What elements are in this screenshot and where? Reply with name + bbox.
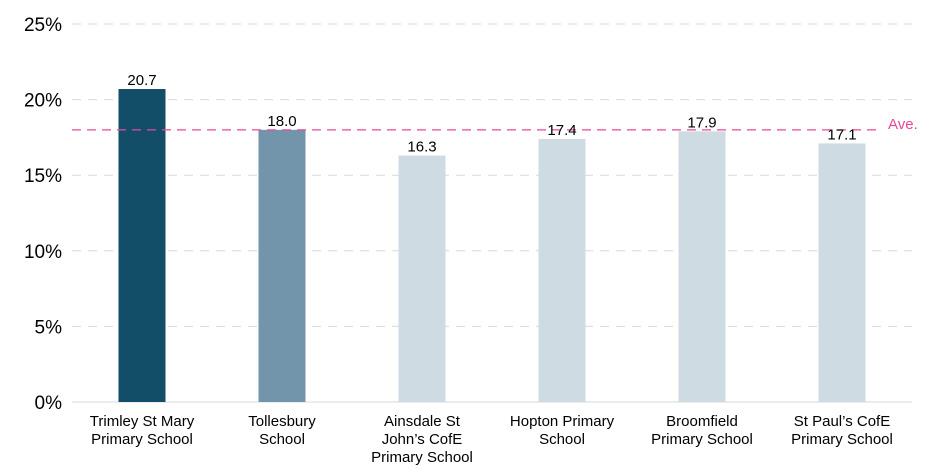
category-label: Broomfield bbox=[666, 413, 738, 430]
category-label: Primary School bbox=[91, 431, 193, 448]
y-tick-label: 25% bbox=[24, 15, 62, 36]
bar bbox=[398, 155, 446, 402]
data-label: 17.4 bbox=[547, 122, 576, 139]
bar bbox=[818, 143, 866, 402]
y-tick-label: 5% bbox=[35, 317, 63, 338]
category-label: Primary School bbox=[371, 449, 473, 466]
y-tick-label: 20% bbox=[24, 91, 62, 112]
y-axis: 0% 5% 10% 15% 20% 25% bbox=[24, 15, 912, 414]
category-label: Trimley St Mary bbox=[90, 413, 195, 430]
category-label: St Paul’s CofE bbox=[794, 413, 890, 430]
y-tick-label: 10% bbox=[24, 242, 62, 263]
bar bbox=[538, 138, 586, 403]
category-label: School bbox=[539, 431, 585, 448]
y-tick-label: 15% bbox=[24, 166, 62, 187]
data-label: 18.0 bbox=[267, 113, 296, 130]
gridlines bbox=[72, 23, 912, 327]
category-label: Primary School bbox=[651, 431, 753, 448]
category-label: Hopton Primary bbox=[510, 413, 615, 430]
bars bbox=[118, 89, 866, 403]
data-label: 17.9 bbox=[687, 114, 716, 131]
category-label: Ainsdale St bbox=[384, 413, 461, 430]
bar bbox=[258, 129, 306, 402]
category-label: Primary School bbox=[791, 431, 893, 448]
data-label: 20.7 bbox=[127, 72, 156, 89]
bar bbox=[118, 89, 166, 403]
category-label: School bbox=[259, 431, 305, 448]
data-label: 17.1 bbox=[827, 126, 856, 143]
category-label: John’s CofE bbox=[382, 431, 463, 448]
data-label: 16.3 bbox=[407, 139, 436, 156]
category-label: Tollesbury bbox=[248, 413, 316, 430]
data-labels: 20.7 18.0 16.3 17.4 17.9 17.1 bbox=[127, 72, 856, 156]
y-tick-label: 0% bbox=[35, 393, 63, 414]
average-line-group: Ave. bbox=[72, 116, 918, 133]
bar bbox=[678, 131, 726, 403]
average-label: Ave. bbox=[888, 116, 918, 133]
